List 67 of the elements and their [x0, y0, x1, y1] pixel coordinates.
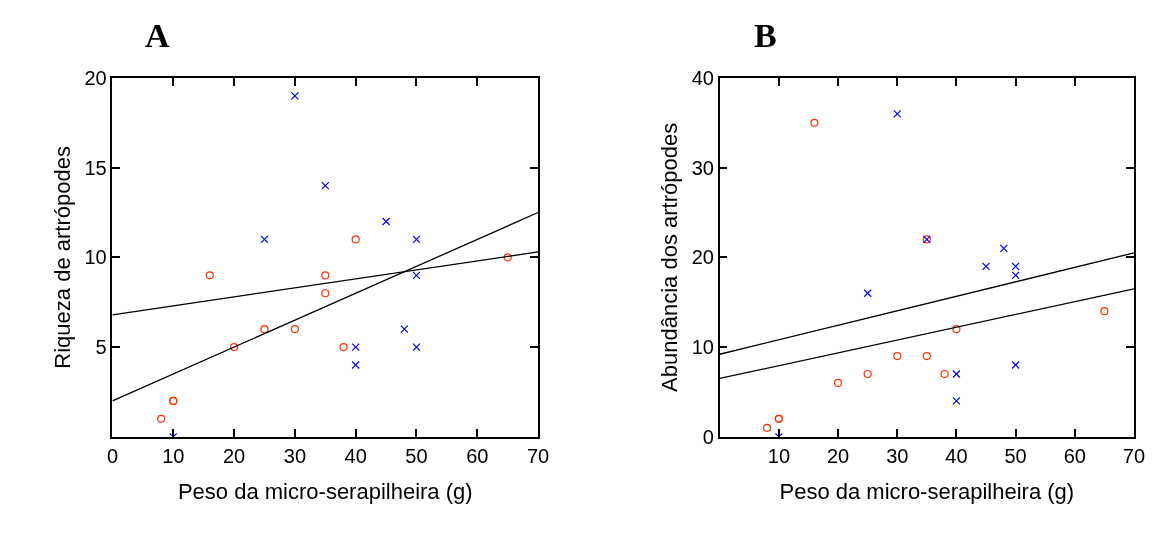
y-tick-label: 0	[702, 425, 714, 448]
x-axis-title: Peso da micro-serapilheira (g)	[177, 478, 473, 504]
x-tick-label: 60	[1063, 444, 1086, 467]
y-tick-label: 5	[95, 336, 107, 359]
x-tick-label: 70	[526, 444, 550, 467]
x-tick-label: 10	[767, 444, 791, 467]
point	[412, 271, 421, 280]
point	[412, 342, 421, 352]
point	[999, 244, 1008, 253]
x-tick-label: 50	[405, 444, 428, 467]
point	[260, 325, 269, 334]
point	[833, 378, 843, 388]
y-axis-title: Riqueza de artrópodes	[49, 146, 75, 369]
x-tick-label: 20	[826, 444, 850, 467]
x-tick-label: 70	[1122, 444, 1146, 467]
x-axis-title: Peso da micro-serapilheira (g)	[779, 478, 1075, 504]
y-tick-label: 30	[691, 156, 714, 179]
y-tick-label: 20	[691, 246, 714, 269]
point	[810, 118, 819, 127]
point	[863, 369, 872, 379]
point	[260, 235, 269, 244]
point	[381, 217, 391, 226]
point	[351, 235, 360, 244]
point	[952, 396, 961, 406]
chart-title: B	[754, 17, 777, 54]
x-tick-label: 50	[1004, 444, 1027, 467]
point	[1100, 307, 1109, 316]
point	[863, 289, 872, 298]
point	[339, 342, 348, 352]
point	[205, 271, 214, 280]
point	[981, 262, 991, 271]
y-tick-label: 15	[84, 156, 107, 179]
point	[940, 369, 949, 379]
point	[412, 235, 421, 244]
point	[893, 351, 902, 361]
y-tick-label: 10	[84, 246, 107, 269]
y-tick-label: 40	[691, 66, 714, 89]
point	[503, 253, 512, 262]
point	[400, 325, 409, 334]
point	[893, 109, 902, 118]
point	[321, 289, 330, 298]
point	[1011, 262, 1020, 271]
x-tick-label: 10	[162, 444, 185, 467]
point	[1011, 271, 1020, 280]
point	[351, 360, 360, 370]
x-tick-label: 30	[886, 444, 909, 467]
x-tick-label: 20	[222, 444, 246, 467]
point	[290, 91, 299, 100]
point	[952, 369, 961, 379]
point	[321, 271, 330, 280]
point	[157, 414, 166, 423]
point	[290, 325, 299, 334]
point	[321, 181, 330, 190]
point	[351, 342, 360, 352]
y-axis-title: Abundância dos artrópodes	[657, 122, 682, 392]
point	[922, 351, 931, 361]
x-tick-label: 40	[945, 444, 968, 467]
point	[1011, 360, 1020, 370]
x-tick-label: 60	[466, 444, 489, 467]
point	[229, 342, 239, 352]
x-tick-label: 30	[283, 444, 307, 467]
chart-title: A	[145, 17, 170, 54]
y-tick-label: 10	[691, 336, 714, 359]
point	[762, 423, 772, 432]
point	[952, 325, 961, 334]
y-tick-label: 20	[84, 66, 107, 89]
x-tick-label: 40	[344, 444, 367, 467]
